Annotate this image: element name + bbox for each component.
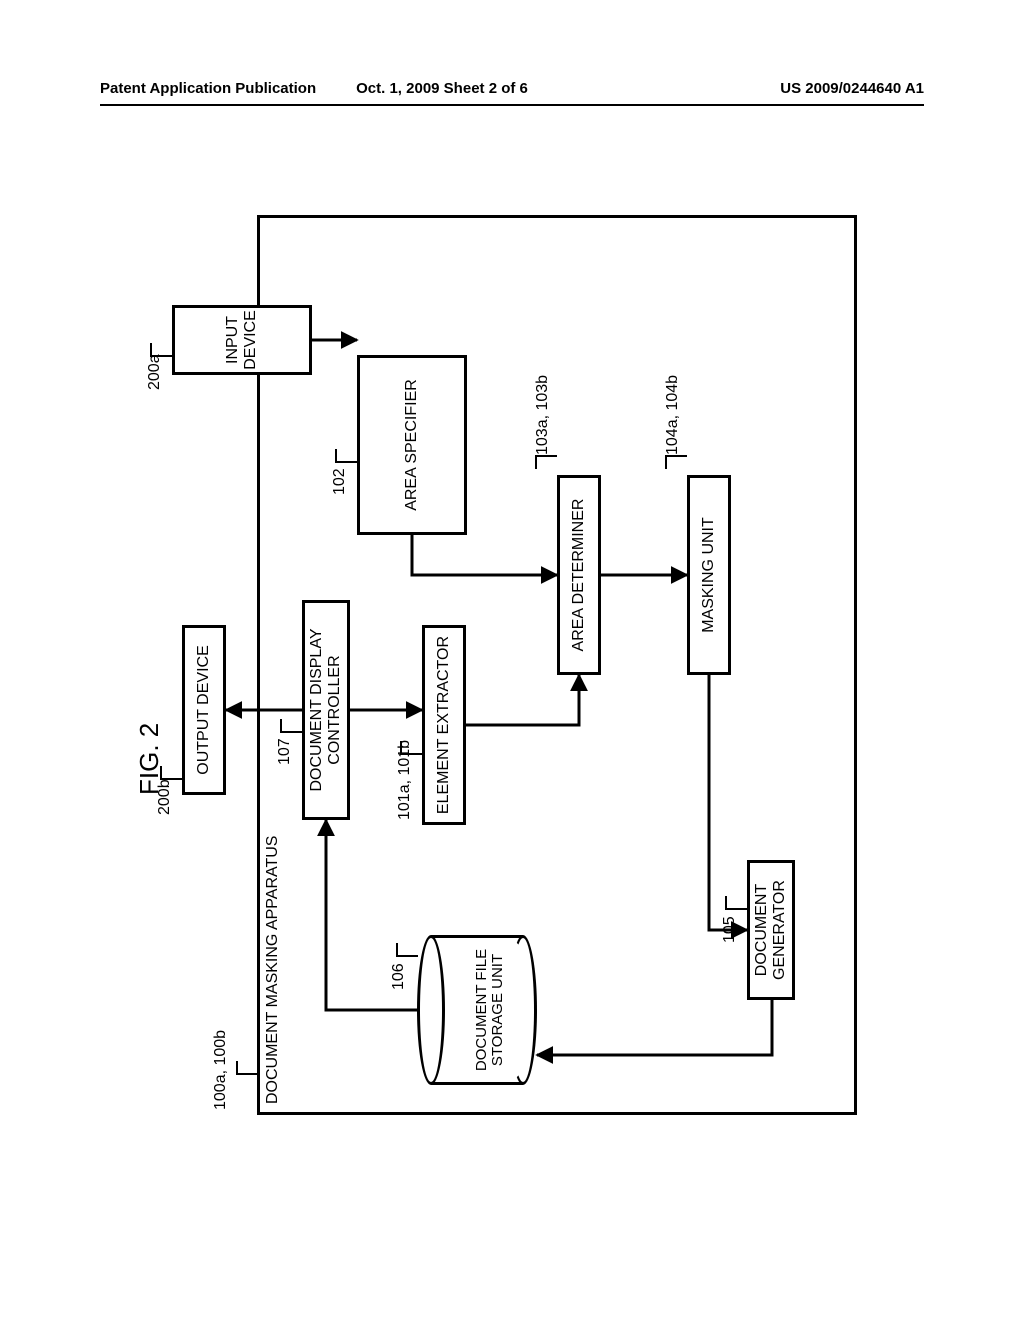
header-rule [100, 104, 924, 106]
page-header: Patent Application Publication Oct. 1, 2… [100, 80, 924, 97]
storage-label: DOCUMENT FILE STORAGE UNIT [457, 935, 507, 1085]
header-left: Patent Application Publication [100, 80, 316, 97]
figure: FIG. 2 DOCUMENT MASKING APPARATUS OUTPUT… [142, 175, 882, 1175]
header-right: US 2009/0244640 A1 [780, 80, 924, 97]
figure-canvas: FIG. 2 DOCUMENT MASKING APPARATUS OUTPUT… [0, 283, 1024, 1067]
header-center: Oct. 1, 2009 Sheet 2 of 6 [356, 80, 528, 97]
wires [142, 175, 882, 1175]
